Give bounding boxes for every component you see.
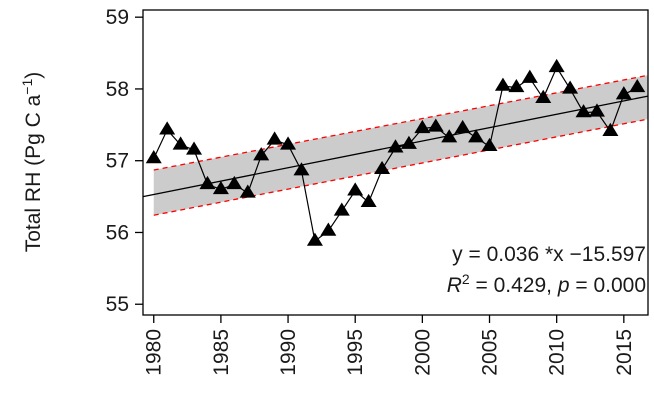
x-tick-label: 2010 [546, 329, 569, 376]
data-point [427, 118, 444, 132]
lower-bound-line [153, 118, 649, 216]
x-tick-label: 1990 [277, 329, 300, 376]
data-point [333, 202, 350, 216]
r2-annotation: R2 = 0.429, p = 0.000 [447, 271, 646, 297]
x-tick-label: 2000 [411, 329, 434, 376]
y-tick-label: 59 [106, 6, 129, 29]
y-axis-label-main: Total RH (Pg C a [22, 94, 45, 252]
data-point [199, 175, 216, 190]
data-point [481, 137, 498, 152]
data-point [159, 121, 176, 135]
data-point [562, 80, 579, 94]
data-point [172, 136, 189, 150]
data-point [293, 162, 310, 176]
y-tick-label: 57 [106, 150, 129, 173]
p-label: p [557, 274, 570, 297]
data-point [145, 150, 162, 164]
data-point [374, 160, 391, 174]
data-point [253, 147, 270, 161]
x-tick-label: 2005 [479, 329, 502, 376]
y-tick-label: 55 [106, 293, 129, 316]
data-point [575, 104, 592, 118]
data-point [186, 141, 203, 155]
y-axis-label-sup: −1 [19, 79, 35, 95]
data-point [387, 139, 404, 153]
y-tick-label: 58 [106, 78, 129, 101]
r2-value: = 0.429, [470, 274, 558, 297]
data-point [548, 58, 565, 73]
data-point [602, 122, 619, 136]
r2-label: R [447, 274, 462, 297]
plot-frame [142, 9, 649, 316]
data-point [615, 86, 632, 100]
data-point [400, 135, 417, 149]
data-point [521, 69, 538, 83]
data-point [588, 103, 605, 117]
data-point [454, 119, 471, 134]
r2-sup: 2 [462, 271, 470, 287]
data-point [266, 131, 283, 145]
x-tick-label: 1995 [344, 329, 367, 376]
data-point [629, 79, 646, 93]
x-tick-label: 1980 [143, 329, 166, 376]
data-point [414, 119, 431, 134]
data-point [347, 182, 364, 196]
data-point [239, 184, 256, 198]
data-point [535, 89, 552, 103]
data-point [360, 193, 377, 208]
data-point [508, 79, 525, 93]
p-value: = 0.000 [570, 274, 646, 297]
data-point [280, 136, 297, 150]
x-tick-label: 2015 [613, 329, 636, 376]
axes: 55 56 57 58 59 1980 1985 1990 1995 2000 2005 2010 20… [106, 6, 649, 376]
series-layer [145, 58, 646, 246]
y-axis-label: Total RH (Pg C a−1) [19, 72, 45, 253]
data-point [441, 129, 458, 143]
y-tick-label: 56 [106, 221, 129, 244]
data-point [306, 232, 323, 246]
data-point [212, 180, 229, 195]
data-point [320, 222, 337, 236]
y-axis-label-end: ) [22, 72, 45, 79]
x-tick-label: 1985 [210, 329, 233, 376]
data-point [468, 129, 485, 143]
data-point [494, 77, 511, 91]
upper-bound-line [153, 74, 649, 171]
data-point [226, 175, 243, 190]
regression-equation: y = 0.036 *x −15.597 [452, 243, 646, 266]
